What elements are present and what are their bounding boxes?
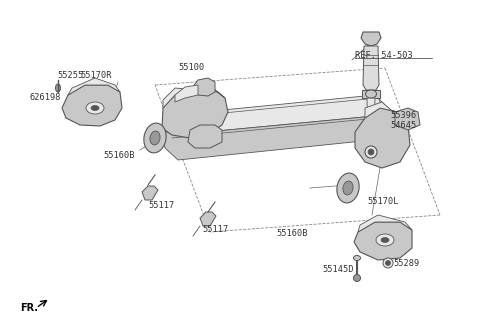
Text: 55100: 55100 [178,64,204,72]
Ellipse shape [86,102,104,114]
Text: 626198: 626198 [30,93,61,102]
Ellipse shape [365,90,376,98]
Polygon shape [365,102,408,125]
Polygon shape [188,125,222,148]
Ellipse shape [150,131,160,145]
Ellipse shape [376,234,394,246]
Text: 55170R: 55170R [80,72,111,80]
Text: 55145D: 55145D [322,265,353,275]
Polygon shape [162,115,395,160]
Polygon shape [355,108,410,168]
Ellipse shape [365,146,377,158]
Ellipse shape [353,256,360,260]
Text: 55160B: 55160B [276,229,308,237]
Ellipse shape [337,173,359,203]
Polygon shape [395,108,420,130]
Text: FR.: FR. [20,303,38,313]
Ellipse shape [381,237,389,242]
Ellipse shape [383,258,393,268]
Polygon shape [163,88,225,108]
Ellipse shape [353,275,360,281]
Ellipse shape [91,106,99,111]
Polygon shape [361,32,381,46]
Text: 55160B: 55160B [103,151,134,159]
Text: 55396: 55396 [390,111,416,119]
Text: REF. 54-503: REF. 54-503 [355,51,413,59]
Polygon shape [68,78,120,95]
Polygon shape [363,46,379,90]
Text: 55289: 55289 [393,258,419,268]
Text: 55255: 55255 [57,72,83,80]
Ellipse shape [343,181,353,195]
Polygon shape [200,212,216,226]
Polygon shape [175,85,198,102]
Text: 55117: 55117 [148,200,174,210]
Text: 54645: 54645 [390,121,416,131]
Polygon shape [367,98,375,148]
Text: 55170L: 55170L [367,197,398,207]
Polygon shape [358,215,412,232]
Text: 55117: 55117 [202,226,228,235]
Polygon shape [362,90,380,98]
Polygon shape [162,88,228,138]
Ellipse shape [385,260,391,265]
Polygon shape [62,85,122,126]
Ellipse shape [56,84,60,92]
Ellipse shape [368,149,374,155]
Polygon shape [192,78,215,96]
Polygon shape [142,186,158,200]
Polygon shape [162,95,388,135]
Polygon shape [354,222,412,260]
Ellipse shape [144,123,166,153]
